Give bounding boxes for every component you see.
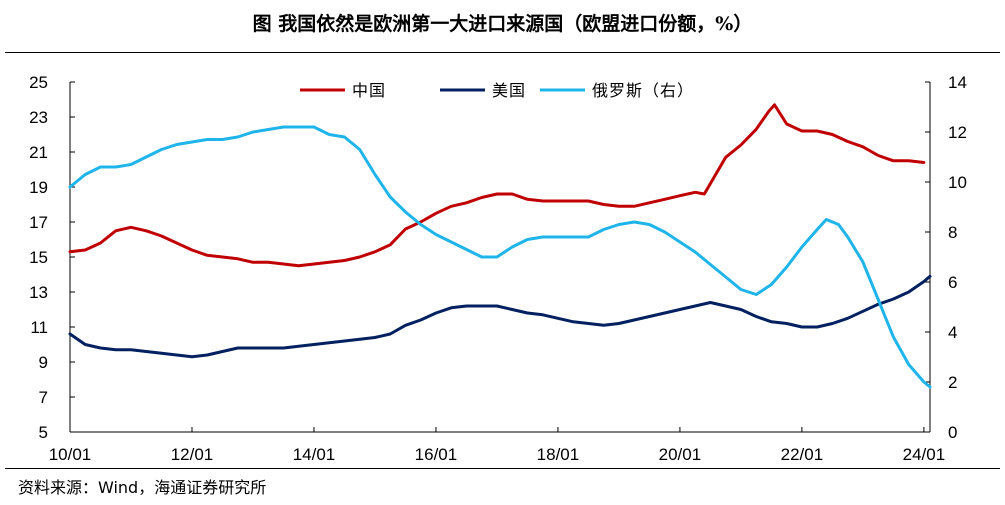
right-tick-label: 4 <box>948 323 957 342</box>
x-tick-label: 22/01 <box>781 445 824 464</box>
series-line-3 <box>68 125 932 389</box>
x-tick-label: 24/01 <box>903 445 946 464</box>
footer-divider <box>5 468 1000 469</box>
left-tick-label: 15 <box>29 248 48 267</box>
source-note: 资料来源：Wind，海通证券研究所 <box>18 478 267 497</box>
series-layer <box>68 103 932 389</box>
x-tick-label: 12/01 <box>171 445 214 464</box>
series-line-1 <box>68 103 926 268</box>
right-tick-label: 8 <box>948 223 957 242</box>
left-tick-label: 23 <box>29 108 48 127</box>
right-tick-label: 0 <box>948 423 957 442</box>
title-divider <box>5 52 1000 53</box>
right-tick-label: 2 <box>948 373 957 392</box>
line-chart: 5 7 9 11 13 15 17 19 21 23 25 0 2 4 6 8 10 12 14 10/01 12/01… <box>29 73 967 464</box>
legend-label-1: 中国 <box>352 81 386 100</box>
right-tick-label: 6 <box>948 273 957 292</box>
x-tick-label: 16/01 <box>415 445 458 464</box>
x-tick-label: 14/01 <box>293 445 336 464</box>
left-tick-label: 5 <box>39 423 48 442</box>
left-tick-label: 13 <box>29 283 48 302</box>
left-tick-label: 11 <box>30 318 48 337</box>
x-tick-label: 18/01 <box>537 445 580 464</box>
left-tick-label: 17 <box>29 213 48 232</box>
right-tick-label: 14 <box>948 73 967 92</box>
x-tick-label: 10/01 <box>49 445 92 464</box>
left-tick-label: 19 <box>29 178 48 197</box>
left-tick-label: 9 <box>39 353 48 372</box>
chart-title: 图 我国依然是欧洲第一大进口来源国（欧盟进口份额，%） <box>252 13 753 35</box>
left-tick-label: 21 <box>29 143 48 162</box>
legend-label-2: 美国 <box>492 81 526 100</box>
right-tick-label: 12 <box>948 123 967 142</box>
x-tick-label: 20/01 <box>659 445 702 464</box>
axes-layer: 5 7 9 11 13 15 17 19 21 23 25 0 2 4 6 8 10 12 14 10/01 12/01… <box>29 73 967 464</box>
right-tick-label: 10 <box>948 173 967 192</box>
left-tick-label: 25 <box>29 73 48 92</box>
series-line-2 <box>68 274 932 359</box>
left-tick-label: 7 <box>39 388 48 407</box>
legend: 中国 美国 俄罗斯（右） <box>300 81 694 100</box>
legend-label-3: 俄罗斯（右） <box>592 81 694 100</box>
